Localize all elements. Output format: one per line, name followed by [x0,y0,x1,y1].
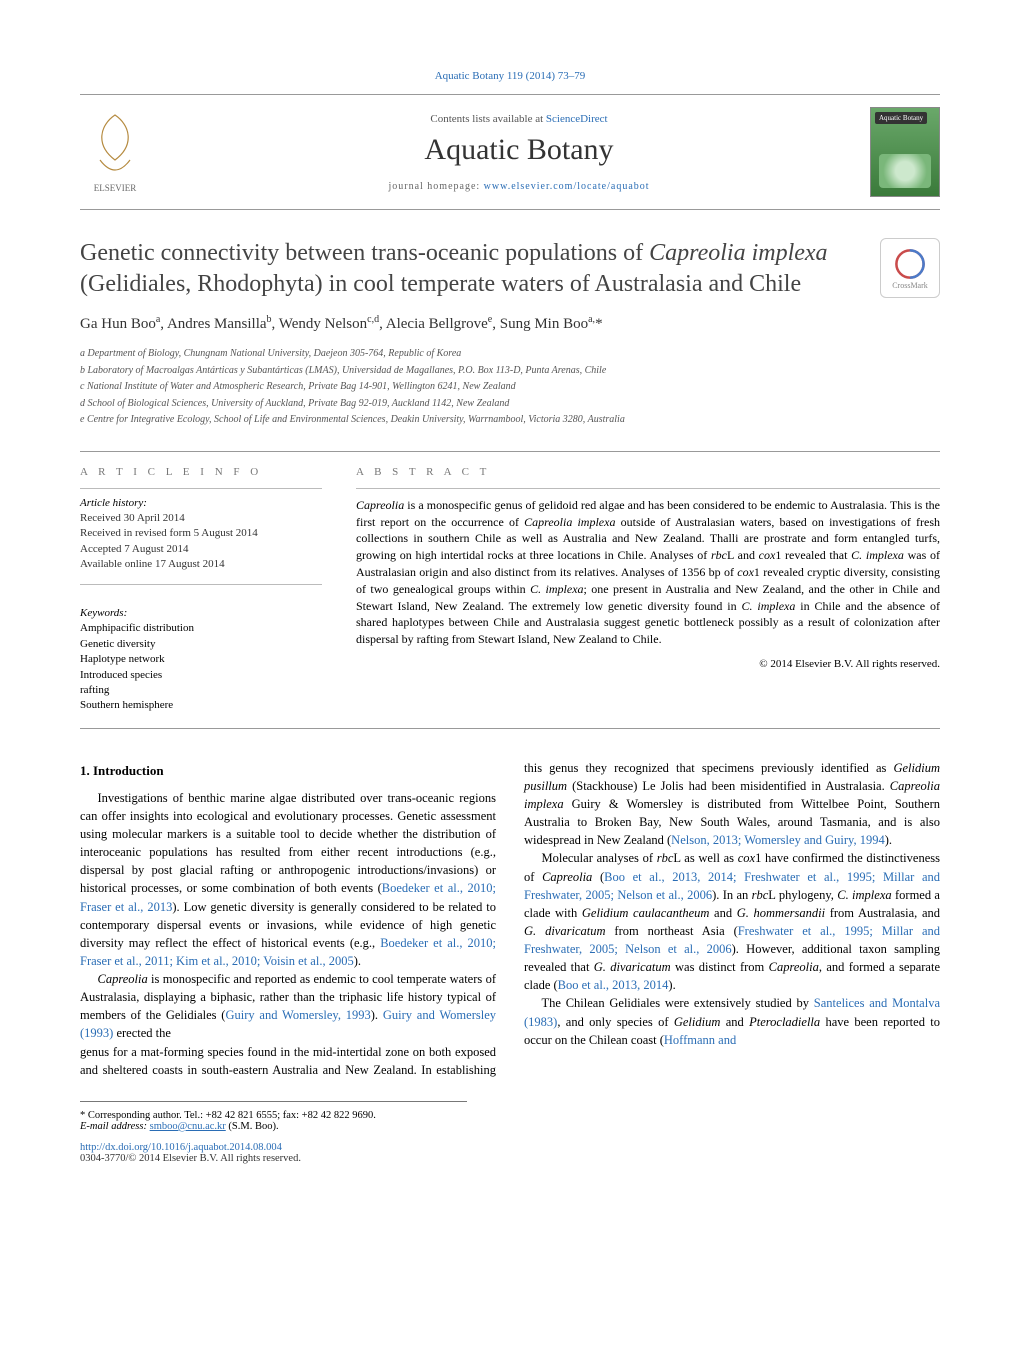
corr-email-link[interactable]: smboo@cnu.ac.kr [150,1121,226,1132]
affiliation: b Laboratory of Macroalgas Antárticas y … [80,364,940,378]
journal-homepage-link[interactable]: www.elsevier.com/locate/aquabot [484,181,650,192]
keyword: Haplotype network [80,652,322,667]
crossmark-badge[interactable]: CrossMark [880,238,940,298]
sciencedirect-link[interactable]: ScienceDirect [546,113,608,125]
author-list: Ga Hun Booa, Andres Mansillab, Wendy Nel… [80,314,940,333]
keyword: Introduced species [80,668,322,683]
abstract-block: A B S T R A C T Capreolia is a monospeci… [338,452,940,728]
history-line: Received in revised form 5 August 2014 [80,526,322,541]
email-label: E-mail address: [80,1121,147,1132]
corresponding-author-footnote: * Corresponding author. Tel.: +82 42 821… [80,1101,467,1132]
running-head: Aquatic Botany 119 (2014) 73–79 [80,70,940,82]
affiliation: d School of Biological Sciences, Univers… [80,397,940,411]
history-line: Accepted 7 August 2014 [80,542,322,557]
homepage-prefix: journal homepage: [388,181,483,192]
keyword: Southern hemisphere [80,698,322,713]
keyword: Amphipacific distribution [80,621,322,636]
history-line: Available online 17 August 2014 [80,557,322,572]
history-head: Article history: [80,497,322,509]
affiliation: a Department of Biology, Chungnam Nation… [80,347,940,361]
abstract-head: A B S T R A C T [356,466,940,478]
cover-art [879,154,931,188]
abstract-copyright: © 2014 Elsevier B.V. All rights reserved… [356,658,940,670]
doi-link[interactable]: http://dx.doi.org/10.1016/j.aquabot.2014… [80,1142,282,1153]
doi-block: http://dx.doi.org/10.1016/j.aquabot.2014… [80,1142,940,1164]
keyword: rafting [80,683,322,698]
article-body: 1. Introduction Investigations of benthi… [80,759,940,1079]
elsevier-logo: ELSEVIER [80,105,150,199]
svg-text:ELSEVIER: ELSEVIER [94,183,137,193]
contents-list-line: Contents lists available at ScienceDirec… [168,113,870,125]
journal-cover-thumb: Aquatic Botany [870,107,940,197]
issn-copyright: 0304-3770/© 2014 Elsevier B.V. All right… [80,1153,301,1164]
masthead: ELSEVIER Contents lists available at Sci… [80,94,940,210]
article-info-block: A R T I C L E I N F O Article history: R… [80,452,338,728]
keyword: Genetic diversity [80,637,322,652]
corr-line: * Corresponding author. Tel.: +82 42 821… [80,1110,467,1121]
paragraph: The Chilean Gelidiales were extensively … [524,994,940,1048]
contents-prefix: Contents lists available at [430,113,545,125]
journal-name: Aquatic Botany [168,133,870,167]
journal-homepage-line: journal homepage: www.elsevier.com/locat… [168,181,870,192]
email-who: (S.M. Boo). [228,1121,278,1132]
abstract-text: Capreolia is a monospecific genus of gel… [356,497,940,648]
section-head: 1. Introduction [80,763,496,779]
paragraph: Capreolia is monospecific and reported a… [80,970,496,1043]
keywords-head: Keywords: [80,607,322,619]
affiliations: a Department of Biology, Chungnam Nation… [80,347,940,427]
paragraph: Investigations of benthic marine algae d… [80,789,496,970]
article-title: Genetic connectivity between trans-ocean… [80,238,880,300]
crossmark-label: CrossMark [892,281,928,290]
affiliation: e Centre for Integrative Ecology, School… [80,413,940,427]
cover-title: Aquatic Botany [875,112,927,124]
affiliation: c National Institute of Water and Atmosp… [80,380,940,394]
paragraph: Molecular analyses of rbcL as well as co… [524,849,940,994]
history-line: Received 30 April 2014 [80,511,322,526]
article-info-head: A R T I C L E I N F O [80,466,322,478]
